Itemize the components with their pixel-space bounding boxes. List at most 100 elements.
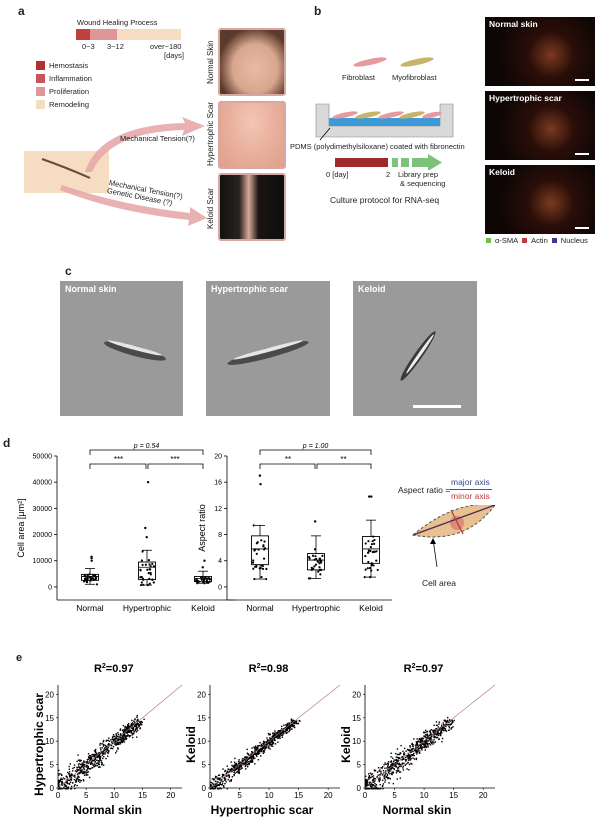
- scatter-point: [392, 763, 394, 765]
- scatter-point: [374, 782, 376, 785]
- scatter-point: [238, 771, 240, 774]
- scatter-point: [262, 744, 264, 746]
- outlier-point: [367, 495, 371, 498]
- scatter-point: [100, 756, 102, 758]
- scatter-point: [395, 766, 398, 768]
- scatter-point: [107, 752, 109, 755]
- scatter-point: [237, 770, 239, 773]
- scatter-point: [285, 727, 288, 729]
- data-point: [93, 574, 97, 577]
- outlier-point: [313, 520, 317, 523]
- scatter-point: [131, 727, 133, 730]
- scatter-point: [75, 778, 78, 780]
- scatter-point: [96, 764, 98, 767]
- scatter-point: [403, 753, 405, 755]
- scatter-point: [76, 784, 78, 787]
- scatter-point: [90, 756, 93, 759]
- scatter-point: [248, 754, 250, 756]
- timeline-tick-1: 0~3: [82, 42, 95, 51]
- arrow-upper: [85, 117, 205, 172]
- scatter-point: [397, 769, 399, 771]
- data-point: [371, 540, 374, 543]
- scatter-point: [63, 783, 66, 785]
- scatter-point: [283, 730, 285, 733]
- data-point: [139, 583, 143, 587]
- scatter-point: [226, 770, 228, 772]
- scatter-point: [419, 750, 421, 752]
- scatter-point: [102, 750, 105, 752]
- scatter-point: [96, 759, 98, 761]
- scatter-point: [82, 767, 85, 769]
- scatter-point: [257, 749, 259, 751]
- outlier-point: [90, 555, 93, 558]
- x-axis-label: Hypertrophic scar: [211, 803, 314, 817]
- y-tick-label: 12: [214, 506, 222, 513]
- scatter-point: [382, 783, 385, 785]
- scatter-point: [134, 718, 136, 721]
- cell-area-boxplot: 0 10000 20000 30000 40000 50000 Cell area [μm²…: [16, 443, 392, 613]
- scatter-point: [278, 730, 280, 732]
- scatter-point: [423, 735, 426, 738]
- scatter-point: [137, 724, 140, 726]
- scatter-point: [430, 736, 432, 739]
- scatter-point: [384, 770, 387, 772]
- data-point: [320, 561, 323, 564]
- scatter-point: [440, 724, 443, 726]
- legend-remodeling: Remodeling: [36, 98, 92, 111]
- scatter-point: [398, 753, 400, 756]
- data-point: [201, 575, 204, 579]
- scatter-point: [293, 726, 296, 729]
- scatter-point: [110, 747, 113, 749]
- scatter-point: [389, 766, 391, 768]
- scatter-point: [292, 719, 294, 722]
- scatter-point: [266, 737, 268, 739]
- scatter-point: [278, 736, 280, 739]
- scatter-point: [297, 722, 299, 725]
- scatter-plot-3: R2=0.97 0 5 10 15 20 0 5 10 15 20 Normal skin Keloid: [339, 663, 496, 817]
- scatter-point: [114, 743, 116, 746]
- scatter-point: [274, 743, 277, 745]
- scatter-point: [435, 721, 438, 723]
- scatter-point: [122, 736, 124, 739]
- scatter-point: [433, 733, 436, 735]
- scatter-point: [117, 742, 119, 744]
- scatter-point: [110, 747, 112, 750]
- scatter-point: [286, 729, 288, 732]
- scatter-point: [448, 719, 451, 721]
- scatter-point: [238, 772, 240, 775]
- scatter-point: [259, 741, 261, 744]
- scatter-point: [271, 740, 274, 743]
- scatter-point: [403, 762, 405, 765]
- scatter-point: [229, 780, 231, 782]
- scatter-point: [63, 786, 65, 789]
- scatter-point: [387, 767, 390, 769]
- scatter-point: [398, 757, 401, 759]
- scatter-point: [238, 759, 240, 761]
- scatter-point: [75, 780, 78, 782]
- scatter-point: [409, 754, 411, 756]
- scatter-point: [240, 762, 242, 764]
- scatter-point: [120, 736, 122, 739]
- scatter-point: [217, 784, 219, 786]
- scatter-point: [77, 780, 80, 782]
- data-point: [316, 560, 320, 563]
- x-tick-label: Normal: [246, 603, 274, 613]
- scatter-point: [112, 738, 115, 741]
- scatter-point: [252, 754, 254, 757]
- image-label: Hypertrophic scar: [211, 284, 289, 294]
- scatter-point: [251, 761, 254, 763]
- scatter-point: [371, 783, 374, 786]
- scatter-point: [393, 761, 395, 763]
- y-tick-label: 0: [202, 784, 207, 793]
- aspect-ratio-formula-label: Aspect ratio =: [398, 485, 451, 495]
- scatter-point: [120, 737, 122, 740]
- scatter-point: [97, 762, 100, 764]
- scatter-point: [58, 769, 60, 771]
- scatter-point: [112, 734, 115, 736]
- scatter-point: [70, 776, 72, 778]
- scatter-point: [66, 778, 69, 781]
- scatter-point: [422, 743, 424, 745]
- scatter-point: [447, 716, 449, 719]
- scatter-point: [80, 769, 82, 771]
- data-point: [313, 548, 317, 551]
